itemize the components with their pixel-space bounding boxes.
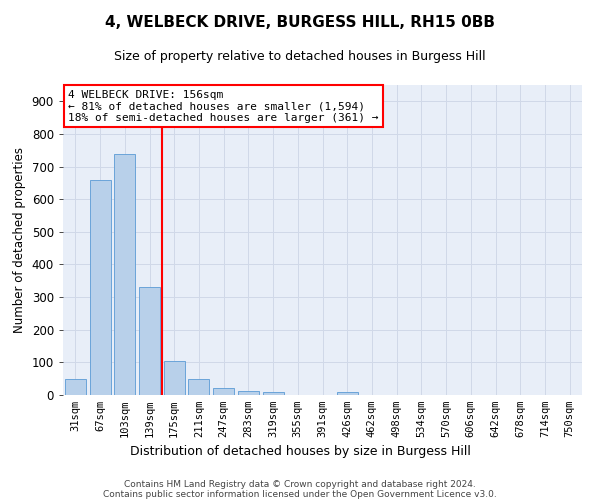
Text: 4, WELBECK DRIVE, BURGESS HILL, RH15 0BB: 4, WELBECK DRIVE, BURGESS HILL, RH15 0BB [105, 15, 495, 30]
Bar [139, 288, 160, 395]
Bar [213, 388, 234, 395]
Text: Size of property relative to detached houses in Burgess Hill: Size of property relative to detached ho… [114, 50, 486, 63]
Bar [164, 360, 185, 395]
Bar [89, 180, 110, 395]
Bar [188, 380, 209, 395]
Text: 4 WELBECK DRIVE: 156sqm
← 81% of detached houses are smaller (1,594)
18% of semi: 4 WELBECK DRIVE: 156sqm ← 81% of detache… [68, 90, 379, 123]
Y-axis label: Number of detached properties: Number of detached properties [13, 147, 26, 333]
Bar [337, 392, 358, 395]
Bar [114, 154, 135, 395]
Bar [65, 380, 86, 395]
Bar [238, 391, 259, 395]
Bar [263, 392, 284, 395]
Text: Contains HM Land Registry data © Crown copyright and database right 2024.
Contai: Contains HM Land Registry data © Crown c… [103, 480, 497, 500]
Text: Distribution of detached houses by size in Burgess Hill: Distribution of detached houses by size … [130, 445, 470, 458]
